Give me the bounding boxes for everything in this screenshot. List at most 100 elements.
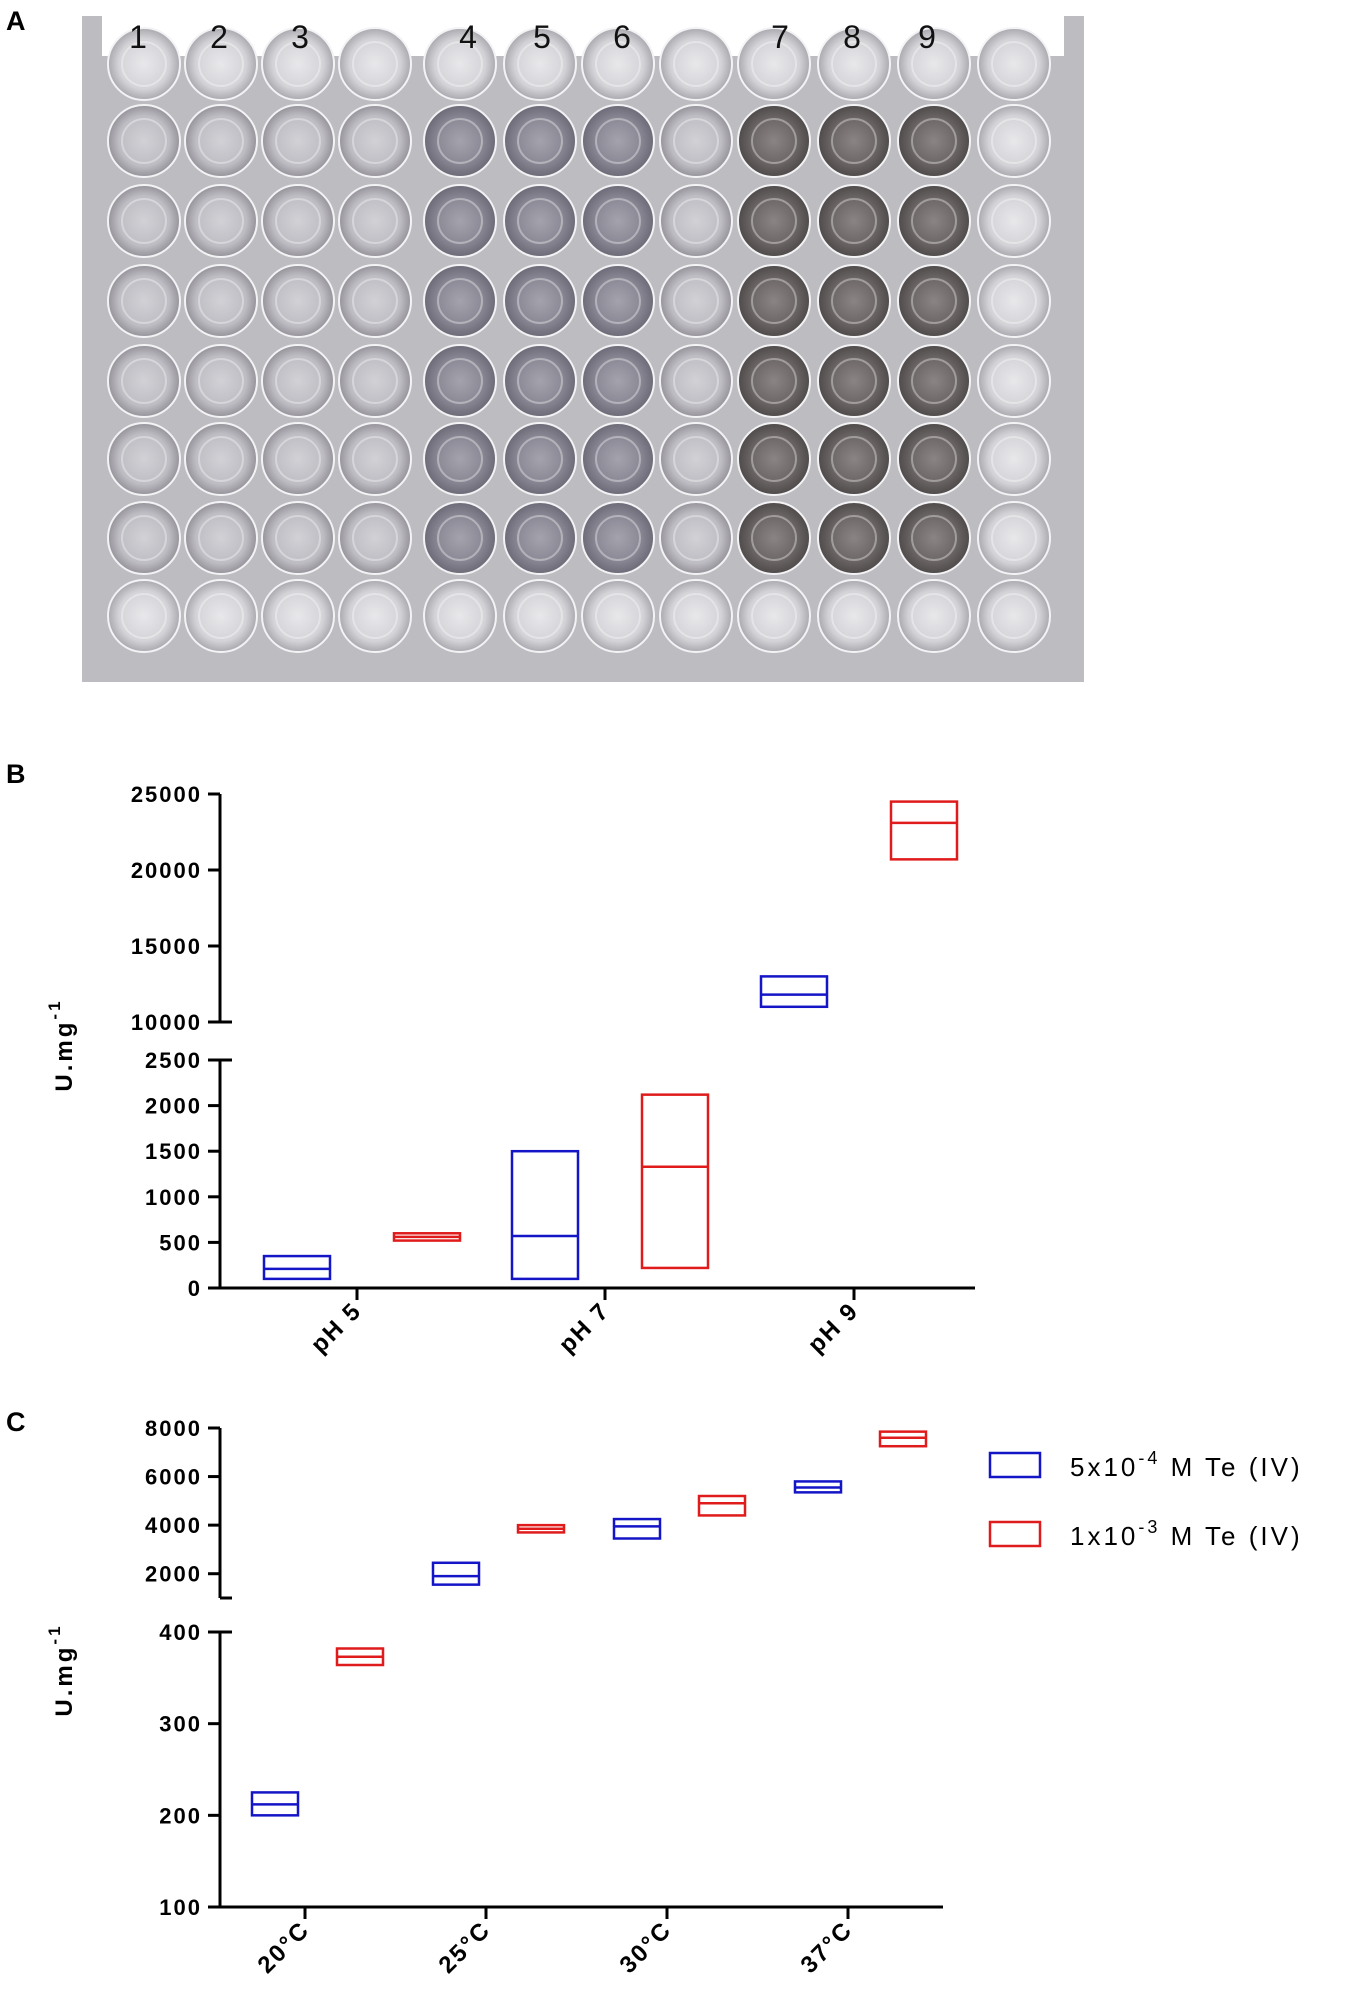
well-inner-ring	[437, 436, 483, 482]
well-inner-ring	[911, 436, 957, 482]
x-tick-label: 30°C	[615, 1916, 678, 1979]
y-tick-label: 4000	[145, 1513, 202, 1538]
column-label: 2	[210, 19, 228, 55]
well	[423, 184, 497, 258]
well-grid	[107, 27, 1051, 653]
chart-b: 0 500 1000 1500 2000 2500 10000 15000 20000 25000…	[45, 782, 975, 1359]
well-inner-ring	[911, 593, 957, 639]
well	[737, 104, 811, 178]
well-inner-ring	[198, 278, 244, 324]
well-inner-ring	[911, 41, 957, 87]
x-tick-label: pH 9	[803, 1297, 865, 1359]
well-inner-ring	[595, 118, 641, 164]
box	[889, 800, 959, 861]
well-inner-ring	[911, 358, 957, 404]
column-label: 8	[843, 19, 861, 55]
well	[503, 501, 577, 575]
well	[423, 27, 497, 101]
well	[659, 501, 733, 575]
well	[659, 344, 733, 418]
well-inner-ring	[991, 593, 1037, 639]
well-inner-ring	[673, 515, 719, 561]
well	[897, 27, 971, 101]
well	[581, 422, 655, 496]
y-tick-label: 6000	[145, 1465, 202, 1490]
well-inner-ring	[275, 278, 321, 324]
y-tick-label: 25000	[131, 782, 202, 807]
box	[262, 1254, 332, 1281]
well	[817, 501, 891, 575]
well	[659, 264, 733, 338]
well-inner-ring	[673, 593, 719, 639]
well	[977, 184, 1051, 258]
x-tick-label: 20°C	[253, 1916, 316, 1979]
well	[184, 422, 258, 496]
well	[261, 184, 335, 258]
well	[184, 184, 258, 258]
y-tick-label: 400	[159, 1620, 202, 1645]
well	[338, 579, 412, 653]
column-label: 9	[918, 19, 936, 55]
well	[261, 422, 335, 496]
well	[581, 27, 655, 101]
well	[977, 422, 1051, 496]
well	[184, 501, 258, 575]
well-inner-ring	[991, 515, 1037, 561]
well-inner-ring	[831, 358, 877, 404]
well-inner-ring	[751, 278, 797, 324]
well-inner-ring	[121, 436, 167, 482]
well-inner-ring	[121, 593, 167, 639]
legend-swatch	[988, 1520, 1042, 1548]
well-inner-ring	[275, 436, 321, 482]
well-inner-ring	[751, 118, 797, 164]
legend-label-suffix: M Te (IV)	[1160, 1452, 1302, 1482]
well-plate-photo: 1 2 3 4 5 6 7 8 9	[82, 16, 1084, 682]
well	[977, 501, 1051, 575]
y-tick-label: 15000	[131, 934, 202, 959]
well	[503, 422, 577, 496]
well-inner-ring	[121, 358, 167, 404]
well-inner-ring	[831, 278, 877, 324]
y-tick-label: 0	[188, 1276, 202, 1301]
well-inner-ring	[121, 278, 167, 324]
well	[338, 344, 412, 418]
well-inner-ring	[831, 198, 877, 244]
box	[640, 1093, 710, 1270]
well	[261, 104, 335, 178]
legend-label-prefix: 5x10	[1070, 1452, 1138, 1482]
well-inner-ring	[595, 436, 641, 482]
well-inner-ring	[517, 198, 563, 244]
well	[897, 422, 971, 496]
well	[261, 27, 335, 101]
well-inner-ring	[673, 41, 719, 87]
box	[510, 1149, 580, 1281]
well-inner-ring	[198, 515, 244, 561]
well-inner-ring	[831, 593, 877, 639]
x-tick-label: 37°C	[796, 1916, 859, 1979]
well-inner-ring	[991, 358, 1037, 404]
well-inner-ring	[198, 593, 244, 639]
well	[423, 422, 497, 496]
well	[184, 579, 258, 653]
well-inner-ring	[673, 198, 719, 244]
well-inner-ring	[198, 436, 244, 482]
well-inner-ring	[831, 436, 877, 482]
well	[659, 579, 733, 653]
well	[107, 422, 181, 496]
y-axis-label-exponent: -1	[45, 998, 64, 1019]
column-label: 4	[459, 19, 477, 55]
well-inner-ring	[911, 118, 957, 164]
y-tick-label: 20000	[131, 858, 202, 883]
well-inner-ring	[751, 515, 797, 561]
well	[977, 27, 1051, 101]
well-inner-ring	[275, 593, 321, 639]
well	[107, 184, 181, 258]
well	[503, 104, 577, 178]
well-inner-ring	[275, 515, 321, 561]
well-inner-ring	[121, 198, 167, 244]
well	[977, 264, 1051, 338]
panel-label-a: A	[6, 6, 26, 36]
well-inner-ring	[121, 41, 167, 87]
well-inner-ring	[517, 358, 563, 404]
well-inner-ring	[751, 41, 797, 87]
